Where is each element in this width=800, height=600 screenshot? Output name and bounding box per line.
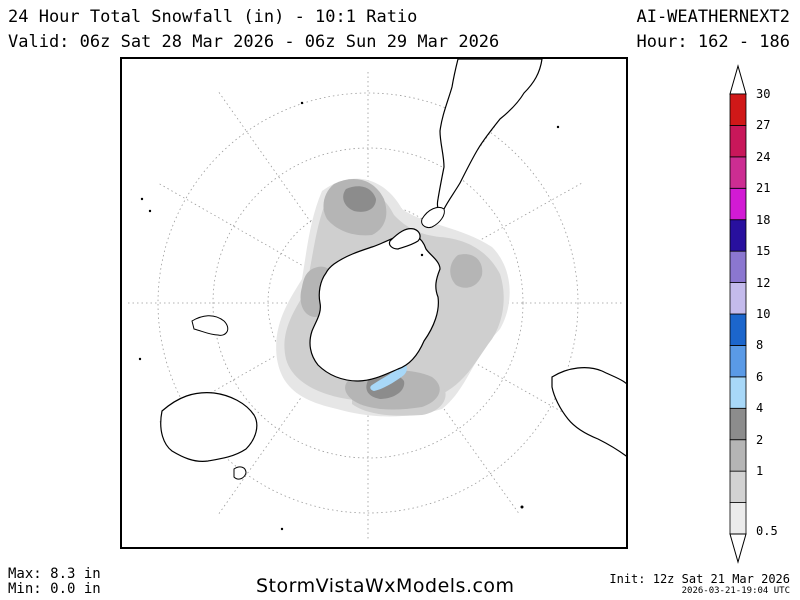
legend-colorbar <box>729 64 747 564</box>
meridian <box>217 302 369 516</box>
legend-label: 24 <box>756 149 771 164</box>
snowfall-band-4b <box>343 186 376 212</box>
island <box>148 209 152 213</box>
island <box>300 101 304 105</box>
site-watermark: StormVistaWxModels.com <box>256 575 515 597</box>
legend-bottom-arrow <box>729 533 747 564</box>
legend-swatch <box>729 125 747 158</box>
legend-swatch <box>729 187 747 221</box>
snowfall-band-2d <box>450 254 483 288</box>
legend-swatch <box>729 282 747 315</box>
map-title: 24 Hour Total Snowfall (in) - 10:1 Ratio <box>8 7 418 27</box>
island <box>520 505 524 509</box>
south-america-coastline <box>436 59 543 212</box>
island <box>556 125 560 129</box>
legend-swatch <box>729 502 747 535</box>
africa-coastline <box>551 367 626 457</box>
island <box>138 357 142 361</box>
legend-label: 0.5 <box>756 524 778 538</box>
legend-swatch <box>729 470 747 503</box>
legend-swatch <box>729 93 747 126</box>
legend-label: 18 <box>756 212 771 227</box>
valid-period: Valid: 06z Sat 28 Mar 2026 - 06z Sun 29 … <box>8 32 500 52</box>
antarctic-peninsula <box>388 228 421 250</box>
latitude-circle <box>157 92 579 514</box>
color-legend: 0.5 1 2 4 6 8 10 12 15 18 21 24 27 30 <box>728 64 798 574</box>
legend-label: 2 <box>756 432 764 447</box>
legend-label: 21 <box>756 181 771 196</box>
legend-label: 30 <box>756 87 771 101</box>
latitude-circle <box>212 147 524 459</box>
legend-label: 15 <box>756 244 771 259</box>
snowfall-band-6 <box>370 364 407 391</box>
legend-swatch <box>729 219 747 252</box>
legend-label: 6 <box>756 369 764 384</box>
legend-swatch <box>729 250 747 283</box>
legend-swatch <box>729 313 747 346</box>
legend-label: 27 <box>756 118 771 133</box>
legend-swatch <box>729 407 747 441</box>
min-value: Min: 0.0 in <box>8 581 101 597</box>
legend-label: 10 <box>756 307 771 321</box>
island <box>140 197 144 201</box>
meridian <box>367 302 521 516</box>
australia-coastline <box>160 392 258 462</box>
legend-top-arrow <box>729 64 747 95</box>
new-zealand <box>191 315 229 336</box>
tasmania <box>233 466 247 480</box>
legend-label: 1 <box>756 464 764 479</box>
map-frame <box>120 57 628 549</box>
legend-label: 12 <box>756 275 771 290</box>
legend-swatch <box>729 345 747 378</box>
polar-map <box>128 59 626 541</box>
legend-swatch <box>729 439 747 472</box>
model-name: AI-WEATHERNEXT2 <box>636 7 790 27</box>
tierra-del-fuego <box>421 206 445 228</box>
legend-swatch <box>729 376 747 409</box>
islands <box>138 101 560 531</box>
legend-label: 8 <box>756 338 764 353</box>
generated-time: 2026-03-21-19:04 UTC <box>681 586 790 596</box>
init-time: Init: 12z Sat 21 Mar 2026 <box>609 572 790 586</box>
legend-label: 4 <box>756 401 764 416</box>
island <box>420 253 424 257</box>
forecast-hour: Hour: 162 - 186 <box>636 32 790 52</box>
legend-swatch <box>729 156 747 189</box>
island <box>280 527 284 531</box>
max-value: Max: 8.3 in <box>8 566 101 582</box>
meridian <box>217 90 369 304</box>
